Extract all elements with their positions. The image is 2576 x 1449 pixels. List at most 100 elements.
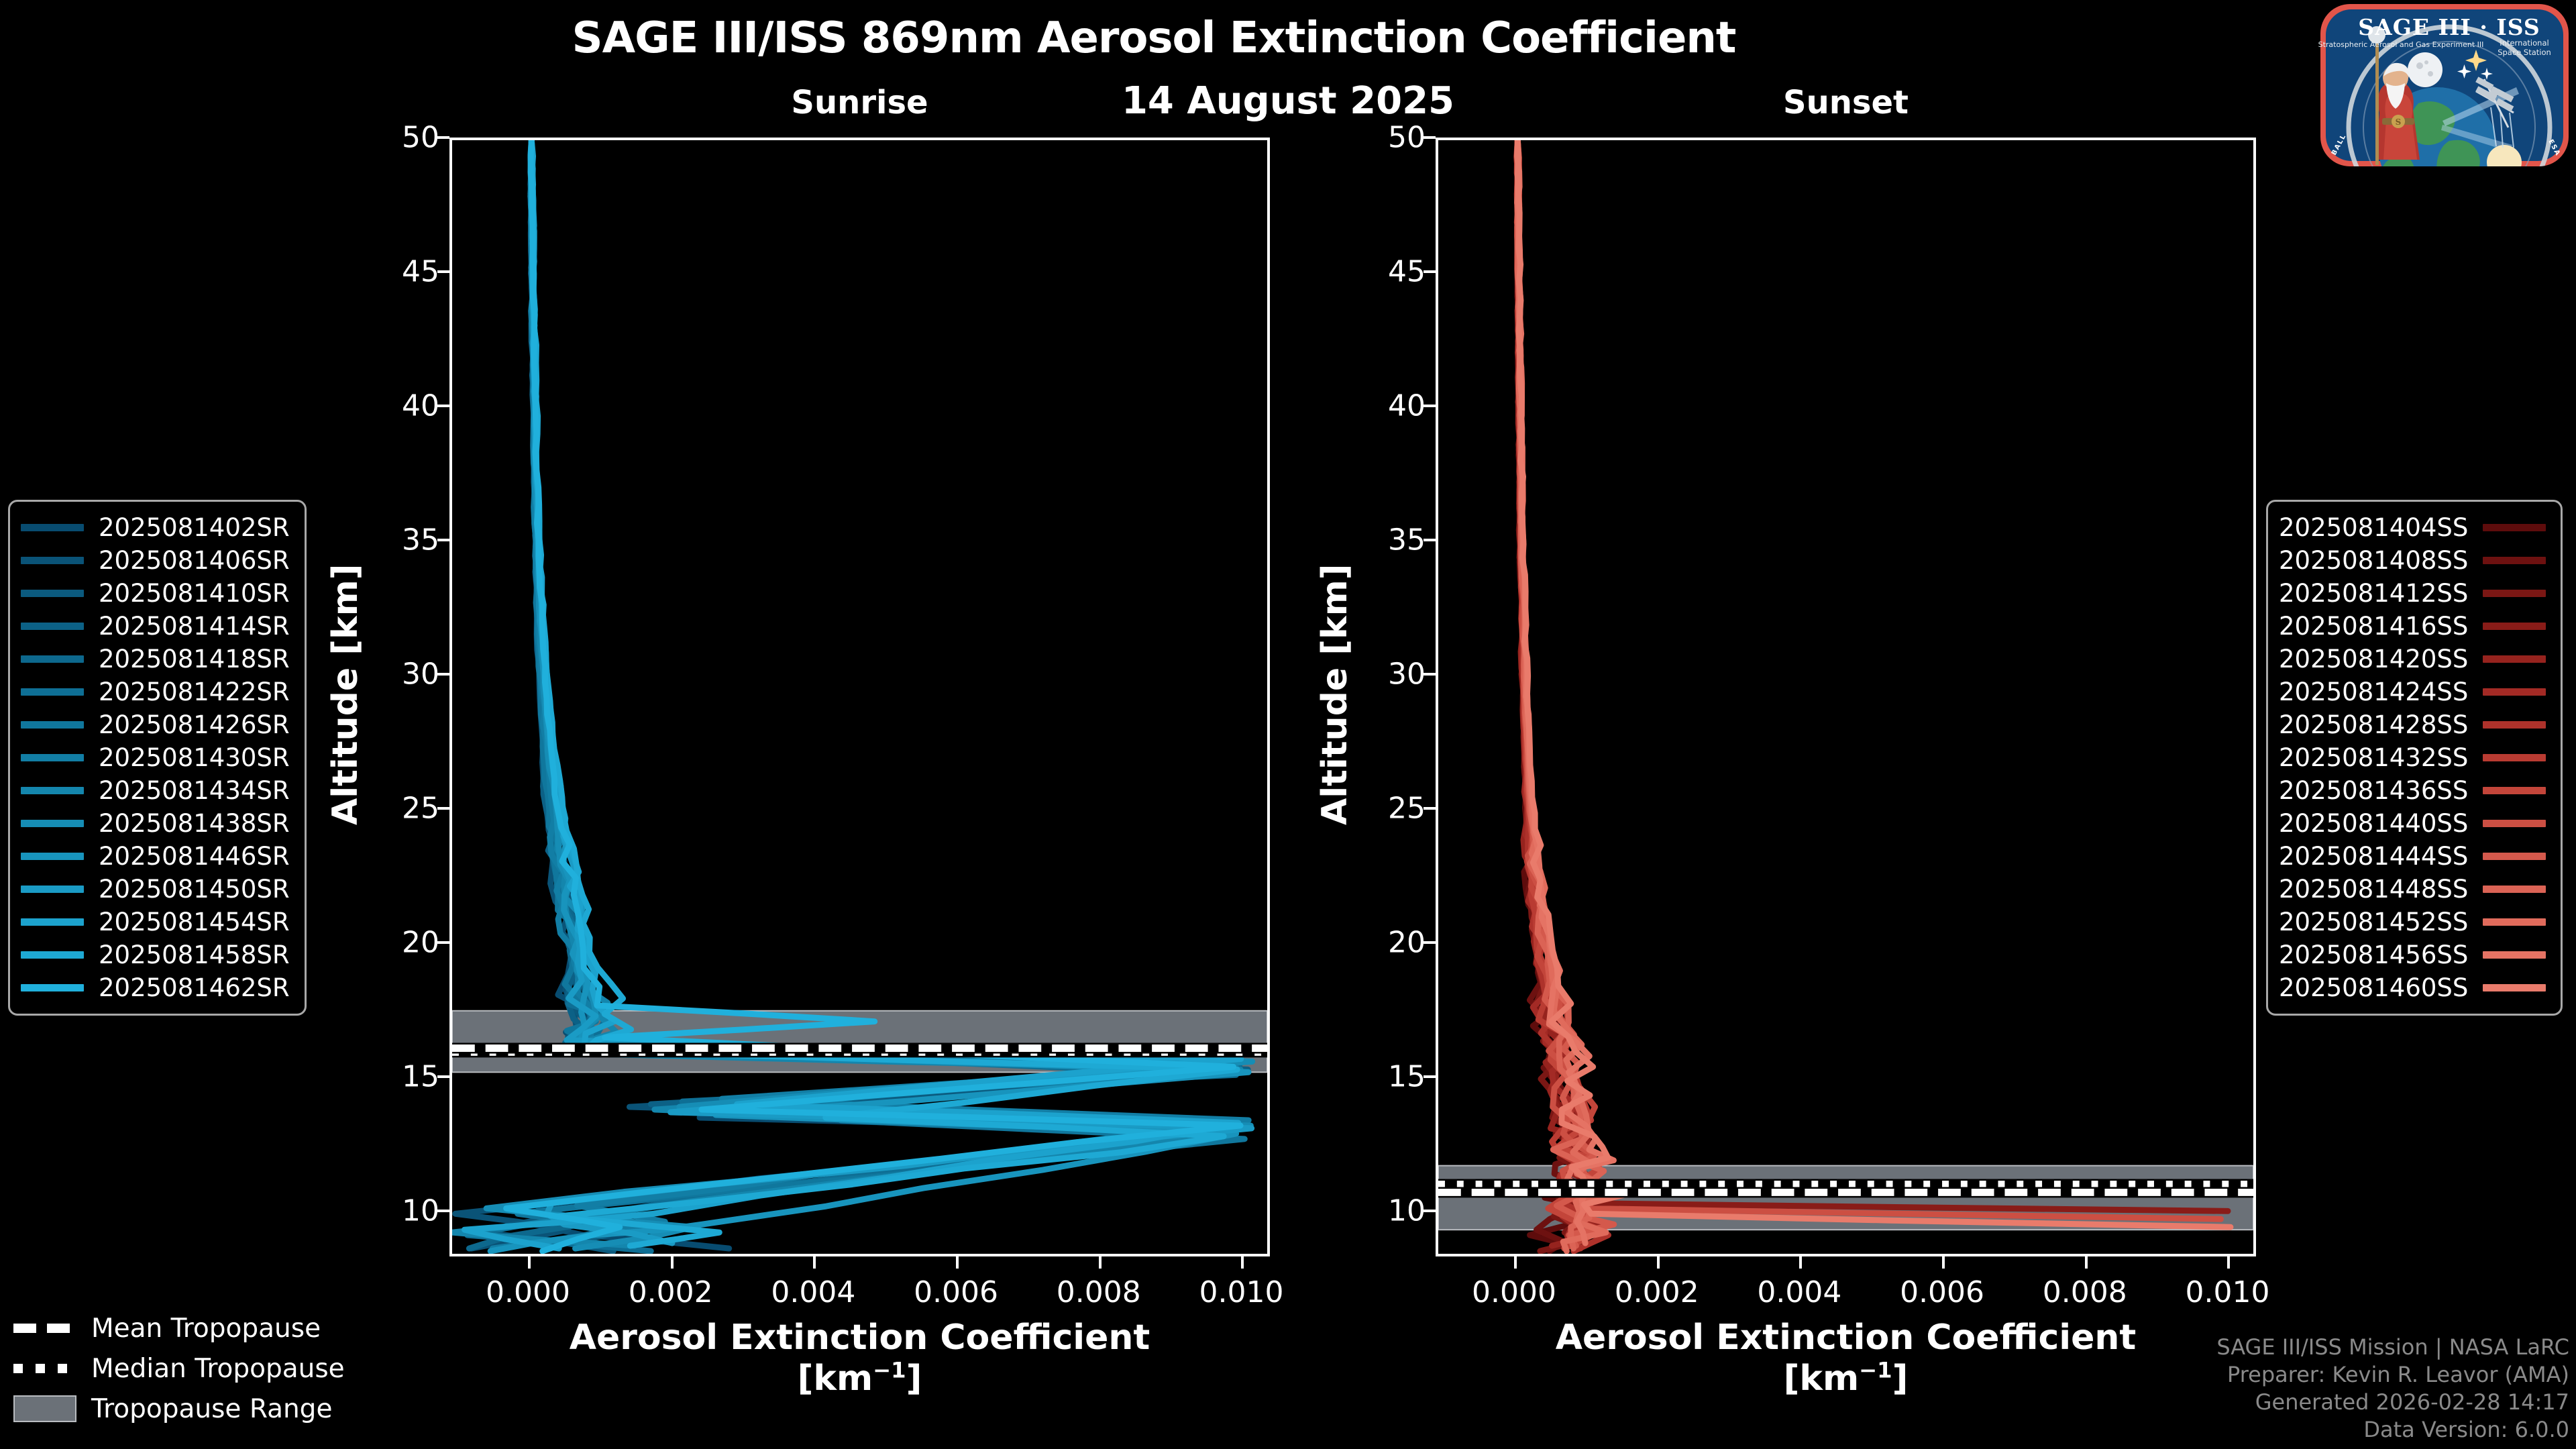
legend-sunset-item[interactable]: 2025081408SS <box>2279 544 2546 577</box>
x-axis-tick-mark-right <box>1942 1256 1945 1269</box>
x-axis-tick-label-left: 0.010 <box>1199 1275 1284 1309</box>
legend-color-swatch-icon <box>2483 787 2546 794</box>
y-axis-tick-mark-left <box>437 1075 449 1078</box>
legend-color-swatch-icon <box>2483 688 2546 696</box>
y-axis-tick-label-left: 10 <box>402 1193 439 1228</box>
legend-sunrise-item[interactable]: 2025081418SR <box>21 643 290 676</box>
legend-sunrise-label: 2025081438SR <box>99 809 290 838</box>
profile-line <box>1514 140 2224 1222</box>
profile-line <box>1513 140 2231 1214</box>
legend-color-swatch-icon <box>2483 951 2546 959</box>
legend-sunset-item[interactable]: 2025081460SS <box>2279 971 2546 1004</box>
legend-sunset-item[interactable]: 2025081448SS <box>2279 873 2546 906</box>
legend-sunrise-item[interactable]: 2025081406SR <box>21 544 290 577</box>
legend-sunset-item[interactable]: 2025081432SS <box>2279 741 2546 774</box>
legend-color-swatch-icon <box>21 655 84 663</box>
legend-color-swatch-icon <box>2483 590 2546 597</box>
x-axis-tick-mark-right <box>1799 1256 1803 1269</box>
logo-subtitle-left: Stratospheric Aerosol and Gas Experiment… <box>2318 40 2484 49</box>
y-axis-title-left: Altitude [km] <box>325 564 366 825</box>
y-axis-tick-label-right: 25 <box>1388 791 1426 826</box>
profile-line <box>487 140 1252 1254</box>
legend-color-swatch-icon <box>21 754 84 761</box>
footer-line-mission: SAGE III/ISS Mission | NASA LaRC <box>2216 1334 2569 1360</box>
legend-sunset-item[interactable]: 2025081404SS <box>2279 511 2546 544</box>
legend-color-swatch-icon <box>21 918 84 926</box>
legend-sunrise-item[interactable]: 2025081402SR <box>21 511 290 544</box>
logo-title: SAGE III · ISS <box>2358 14 2540 40</box>
footer-line-generated: Generated 2026-02-28 14:17 <box>2255 1389 2569 1415</box>
y-axis-tick-label-left: 45 <box>402 254 439 289</box>
legend-sunset-item[interactable]: 2025081424SS <box>2279 676 2546 708</box>
legend-sunrise-item[interactable]: 2025081438SR <box>21 807 290 840</box>
legend-sunrise-label: 2025081454SR <box>99 908 290 936</box>
legend-sunset-item[interactable]: 2025081444SS <box>2279 840 2546 873</box>
legend-sunrise-item[interactable]: 2025081430SR <box>21 741 290 774</box>
y-axis-tick-mark-left <box>437 941 449 944</box>
legend-sunset-item[interactable]: 2025081436SS <box>2279 774 2546 807</box>
legend-sunset-item[interactable]: 2025081428SS <box>2279 708 2546 741</box>
legend-sunrise-item[interactable]: 2025081426SR <box>21 708 290 741</box>
legend-sunrise-item[interactable]: 2025081434SR <box>21 774 290 807</box>
legend-sunset-label: 2025081444SS <box>2279 842 2469 871</box>
panel-label-sunset: Sunset <box>1783 84 1909 121</box>
legend-item-tropopause-range: Tropopause Range <box>13 1389 345 1429</box>
y-axis-tick-mark-right <box>1424 673 1436 676</box>
page-title: SAGE III/ISS 869nm Aerosol Extinction Co… <box>572 13 1736 63</box>
legend-sunset[interactable]: 2025081404SS 2025081408SS 2025081412SS 2025… <box>2266 500 2563 1016</box>
legend-sunset-item[interactable]: 2025081420SS <box>2279 643 2546 676</box>
legend-tropopause: Mean Tropopause Median Tropopause Tropop… <box>13 1308 345 1429</box>
x-axis-title-right: Aerosol Extinction Coefficient [km−1] <box>1436 1318 2256 1399</box>
legend-sunset-item[interactable]: 2025081452SS <box>2279 906 2546 938</box>
x-axis-tick-label-left: 0.006 <box>914 1275 999 1309</box>
x-axis-title-left: Aerosol Extinction Coefficient [km−1] <box>449 1318 1270 1399</box>
legend-color-swatch-icon <box>2483 984 2546 991</box>
legend-sunset-item[interactable]: 2025081456SS <box>2279 938 2546 971</box>
legend-sunrise-label: 2025081402SR <box>99 513 290 542</box>
legend-sunrise-item[interactable]: 2025081446SR <box>21 840 290 873</box>
legend-sunrise-label: 2025081434SR <box>99 776 290 805</box>
legend-sunrise-item[interactable]: 2025081414SR <box>21 610 290 643</box>
legend-sunset-label: 2025081428SS <box>2279 710 2469 739</box>
y-axis-tick-mark-left <box>437 136 449 139</box>
x-axis-unit-left: [km−1] <box>797 1357 922 1399</box>
legend-sunrise[interactable]: 2025081402SR 2025081406SR 2025081410SR 2025… <box>8 500 307 1016</box>
footer-credits: SAGE III/ISS Mission | NASA LaRC Prepare… <box>2216 1334 2569 1444</box>
legend-sunrise-item[interactable]: 2025081450SR <box>21 873 290 906</box>
legend-sunset-item[interactable]: 2025081412SS <box>2279 577 2546 610</box>
x-axis-tick-label-left: 0.000 <box>485 1275 570 1309</box>
legend-sunrise-item[interactable]: 2025081410SR <box>21 577 290 610</box>
sunrise-profile-svg <box>452 140 1267 1254</box>
profile-line <box>1513 140 1611 1254</box>
legend-sunset-item[interactable]: 2025081440SS <box>2279 807 2546 840</box>
legend-label-tropopause-range: Tropopause Range <box>91 1393 333 1424</box>
legend-color-swatch-icon <box>21 524 84 531</box>
legend-sunset-label: 2025081420SS <box>2279 645 2469 674</box>
legend-sunrise-item[interactable]: 2025081458SR <box>21 938 290 971</box>
y-axis-tick-mark-left <box>437 807 449 810</box>
legend-color-swatch-icon <box>2483 853 2546 860</box>
sunset-profile-svg <box>1438 140 2253 1254</box>
y-axis-tick-label-right: 40 <box>1388 388 1426 423</box>
y-axis-tick-label-right: 15 <box>1388 1059 1426 1094</box>
legend-sunset-label: 2025081424SS <box>2279 678 2469 706</box>
legend-sunrise-label: 2025081410SR <box>99 579 290 608</box>
x-axis-unit-right: [km−1] <box>1783 1357 1909 1399</box>
legend-sunrise-item[interactable]: 2025081454SR <box>21 906 290 938</box>
legend-sunset-label: 2025081436SS <box>2279 776 2469 805</box>
x-axis-title-right-line1: Aerosol Extinction Coefficient <box>1555 1318 2137 1358</box>
legend-sunrise-item[interactable]: 2025081462SR <box>21 971 290 1004</box>
legend-sunrise-item[interactable]: 2025081422SR <box>21 676 290 708</box>
y-axis-tick-label-right: 50 <box>1388 120 1426 155</box>
dashed-line-icon <box>13 1324 76 1333</box>
legend-color-swatch-icon <box>21 951 84 959</box>
legend-color-swatch-icon <box>21 590 84 597</box>
y-axis-tick-label-right: 30 <box>1388 657 1426 692</box>
band-swatch-icon <box>13 1395 76 1422</box>
y-axis-tick-mark-right <box>1424 539 1436 541</box>
legend-sunrise-label: 2025081414SR <box>99 612 290 641</box>
legend-sunrise-label: 2025081418SR <box>99 645 290 674</box>
legend-sunset-label: 2025081452SS <box>2279 908 2469 936</box>
legend-sunset-item[interactable]: 2025081416SS <box>2279 610 2546 643</box>
logo-subtitle-right-2: Space Station <box>2498 48 2551 57</box>
